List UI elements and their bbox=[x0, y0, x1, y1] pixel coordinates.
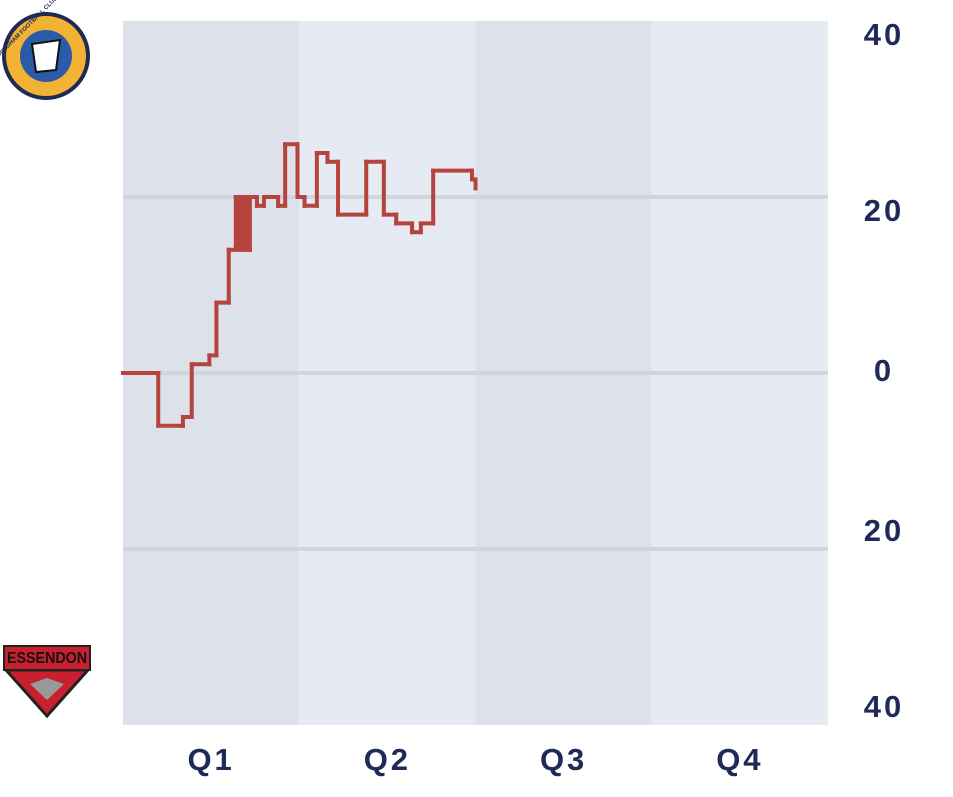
x-tick-label: Q3 bbox=[540, 742, 587, 777]
x-tick-label: Q1 bbox=[187, 742, 234, 777]
x-tick-label: Q4 bbox=[716, 742, 763, 777]
y-tick-label: 20 bbox=[864, 513, 904, 548]
y-tick-label: 40 bbox=[864, 17, 904, 52]
y-tick-label: 0 bbox=[874, 353, 894, 388]
x-tick-label: Q2 bbox=[364, 742, 411, 777]
y-tick-label: 40 bbox=[864, 689, 904, 724]
y-tick-label: 20 bbox=[864, 193, 904, 228]
home-logo-zebra bbox=[30, 38, 62, 74]
away-logo: ESSENDON bbox=[2, 645, 92, 719]
away-logo-banner bbox=[3, 645, 91, 671]
away-logo-plane bbox=[30, 678, 64, 700]
home-logo: SANDRINGHAM FOOTBALL CLUB bbox=[0, 0, 90, 100]
away-logo-text: ESSENDON bbox=[7, 650, 87, 667]
